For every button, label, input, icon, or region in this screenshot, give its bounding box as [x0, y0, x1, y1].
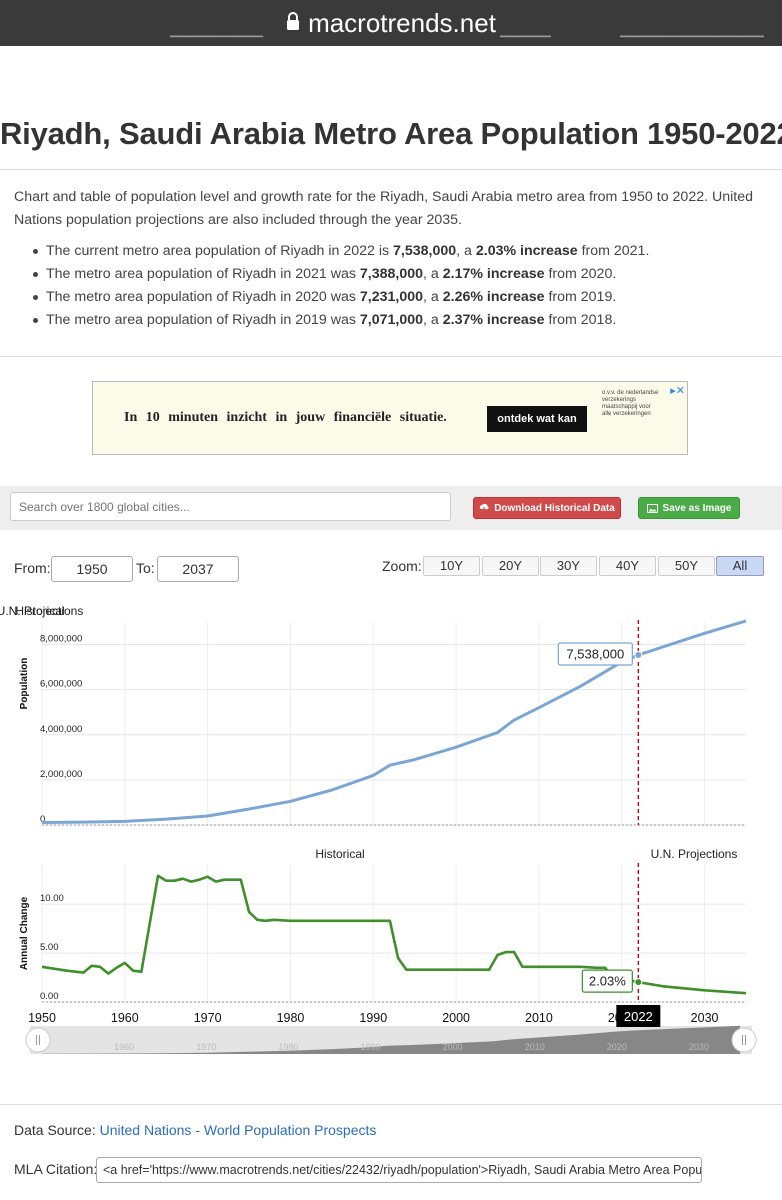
zoom-20y-button[interactable]: 20Y — [482, 556, 539, 576]
annual-change-series-line — [41, 874, 747, 995]
zoom-label: Zoom: — [382, 558, 422, 574]
cloud-download-icon — [480, 503, 489, 513]
y-tick-label: 10.00 — [40, 893, 64, 904]
x-tick-label: 1970 — [194, 1011, 222, 1025]
browser-url-bar[interactable]: macrotrends.net — [0, 0, 782, 46]
navigator-area — [42, 1025, 740, 1054]
mla-citation-field[interactable]: <a href='https://www.macrotrends.net/cit… — [96, 1157, 702, 1183]
x-tick-label: 2030 — [691, 1011, 719, 1025]
to-label: To: — [136, 560, 155, 576]
tooltip-box — [557, 642, 633, 666]
download-historical-data-button[interactable]: Download Historical Data — [473, 497, 621, 519]
navigator-year-label: 2020 — [607, 1042, 627, 1052]
marker-year-label: 2022 — [624, 1009, 653, 1024]
to-year-input[interactable]: 2037 — [157, 556, 239, 582]
ad-close-icon[interactable]: ▸✕ — [670, 385, 685, 397]
x-tick-label: 1960 — [111, 1011, 139, 1025]
nav-ghost-strategy[interactable]: ▔▔▔▔▔▔ — [500, 37, 551, 49]
navigator-year-label: 1990 — [360, 1042, 380, 1052]
navigator-year-label: 1960 — [114, 1042, 134, 1052]
y-tick-label: 2,000,000 — [40, 769, 82, 780]
zoom-40y-button[interactable]: 40Y — [599, 556, 656, 576]
region-label-historical: Historical — [15, 604, 64, 618]
x-tick-label: 1990 — [359, 1011, 387, 1025]
zoom-50y-button[interactable]: 50Y — [658, 556, 715, 576]
page-title: Riyadh, Saudi Arabia Metro Area Populati… — [0, 116, 782, 151]
population-charts[interactable]: 0 2,000,000 4,000,000 6,000,000 8,000,000 Pop… — [0, 598, 782, 1078]
navigator-year-label: 2030 — [689, 1042, 709, 1052]
y-tick-label: 5.00 — [40, 942, 59, 953]
navigator-year-label: 2010 — [525, 1042, 545, 1052]
zoom-10y-button[interactable]: 10Y — [423, 556, 480, 576]
y-axis-title: Annual Change — [19, 896, 30, 970]
advertisement-banner[interactable]: In 10 minuten inzicht in jouw financiële… — [92, 381, 688, 455]
marker-year-flag — [616, 1005, 661, 1027]
list-item: The metro area population of Riyadh in 2… — [32, 286, 649, 309]
y-tick-label: 0 — [40, 814, 45, 825]
from-label: From: — [14, 560, 51, 576]
intro-paragraph: Chart and table of population level and … — [14, 189, 753, 228]
list-item: The metro area population of Riyadh in 2… — [32, 309, 649, 332]
tooltip-value: 7,538,000 — [566, 646, 624, 661]
y-axis-title: Population — [19, 658, 30, 710]
navigator-right-handle[interactable] — [731, 1027, 757, 1053]
y-tick-label: 8,000,000 — [40, 634, 82, 645]
footer-divider — [0, 1104, 782, 1105]
y-tick-label: 6,000,000 — [40, 679, 82, 690]
x-tick-label: 1950 — [28, 1011, 56, 1025]
navigator-year-label: 2000 — [443, 1042, 463, 1052]
save-as-image-button[interactable]: Save as Image — [638, 497, 740, 519]
from-year-input[interactable]: 1950 — [51, 556, 133, 582]
navigator-left-handle[interactable] — [25, 1027, 51, 1053]
x-tick-label: 2000 — [442, 1011, 470, 1025]
mla-citation-label: MLA Citation: — [14, 1161, 98, 1177]
ad-logo: o.v.v. de nederlandse verzekerings maats… — [602, 390, 659, 417]
y-tick-label: 4,000,000 — [40, 724, 82, 735]
navigator-year-label: 1970 — [196, 1042, 216, 1052]
x-tick-label: 1980 — [277, 1011, 305, 1025]
zoom-30y-button[interactable]: 30Y — [540, 556, 597, 576]
population-facts-list: The current metro area population of Riy… — [32, 240, 649, 332]
region-label-projections: U.N. Projections — [651, 847, 738, 861]
nav-ghost-asset-mgmt[interactable]: ▔▔▔▔▔▔▔▔▔▔▔▔▔▔▔▔▔ — [620, 37, 764, 49]
ad-text: In 10 minuten inzicht in jouw financiële… — [124, 410, 447, 425]
data-source-line: Data Source: United Nations - World Popu… — [14, 1122, 377, 1138]
tooltip-box — [581, 969, 633, 993]
region-label-historical: Historical — [315, 847, 364, 861]
title-divider — [0, 169, 782, 170]
population-series-line — [41, 619, 747, 824]
section-divider — [0, 356, 782, 357]
region-label-projections: U.N. Projections — [0, 604, 83, 618]
url-text: macrotrends.net — [308, 7, 496, 38]
ad-cta-button[interactable]: ontdek wat kan — [487, 406, 587, 432]
data-source-link[interactable]: United Nations - World Population Prospe… — [99, 1122, 377, 1138]
lock-icon — [287, 12, 300, 30]
image-icon — [646, 503, 658, 513]
marker-point — [634, 650, 643, 659]
navigator-year-label: 1980 — [278, 1042, 298, 1052]
tooltip-value: 2.03% — [589, 974, 626, 989]
city-search-input[interactable] — [10, 492, 451, 521]
nav-ghost-markets[interactable]: ▔▔▔▔▔▔▔▔▔▔▔ — [170, 37, 264, 49]
zoom-all-button[interactable]: All — [716, 556, 764, 576]
marker-point — [634, 978, 643, 987]
x-tick-label: 2010 — [525, 1011, 553, 1025]
list-item: The metro area population of Riyadh in 2… — [32, 263, 649, 286]
list-item: The current metro area population of Riy… — [32, 240, 649, 263]
y-tick-label: 0.00 — [40, 991, 59, 1002]
